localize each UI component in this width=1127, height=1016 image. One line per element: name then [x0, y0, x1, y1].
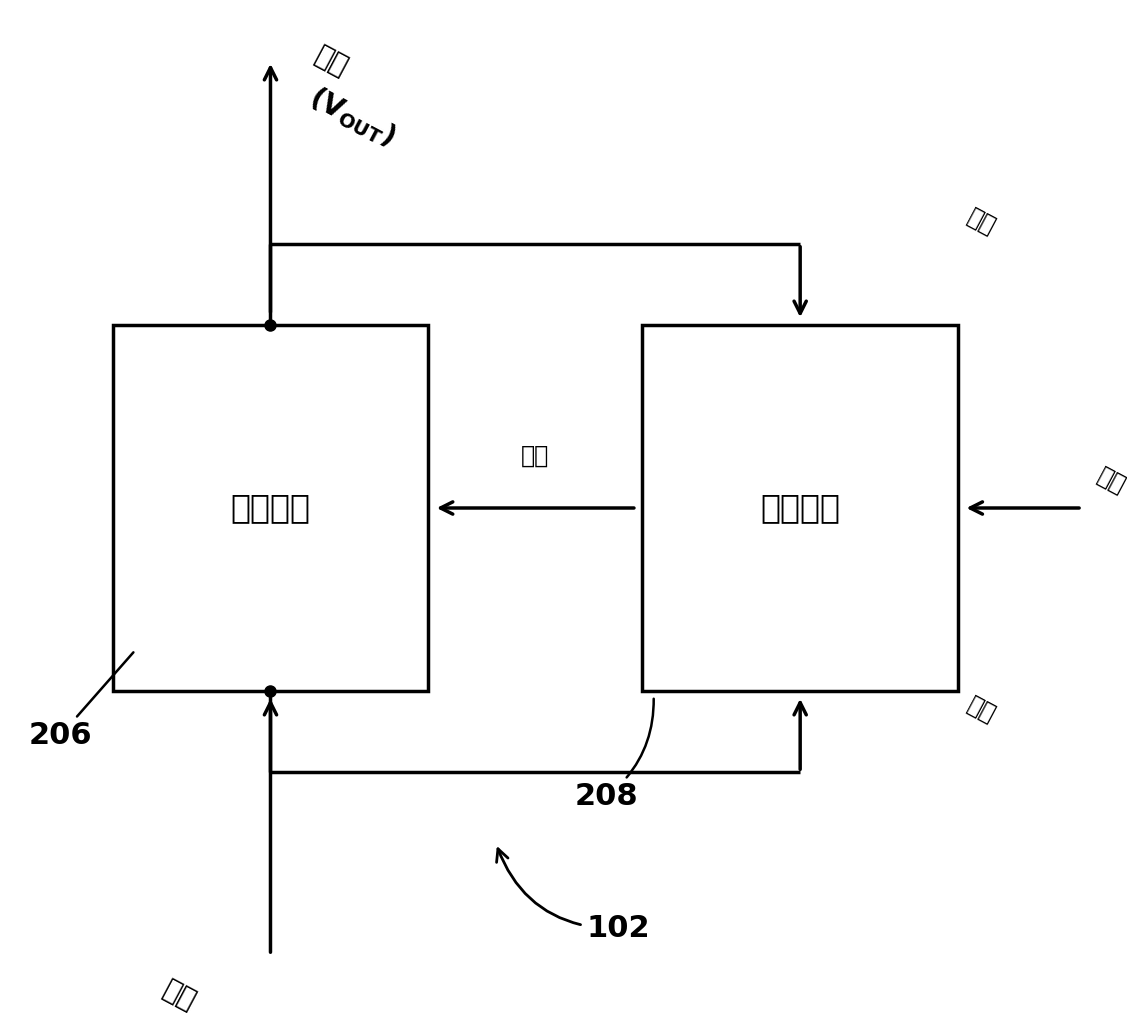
Text: 反馈: 反馈 [964, 204, 1000, 239]
Text: 输出: 输出 [310, 41, 353, 81]
Text: 控制电路: 控制电路 [761, 492, 840, 524]
Text: 102: 102 [497, 848, 649, 944]
Bar [113, 325, 428, 691]
Text: 208: 208 [575, 699, 654, 812]
Text: 参考: 参考 [1093, 463, 1127, 498]
Text: 控制: 控制 [521, 443, 550, 467]
Text: 输入: 输入 [158, 975, 201, 1016]
Text: 电力电路: 电力电路 [231, 492, 310, 524]
Text: 前馈: 前馈 [964, 692, 1000, 726]
Text: 206: 206 [28, 652, 133, 751]
Text: ($\mathbf{V}_{\mathbf{OUT}}$): ($\mathbf{V}_{\mathbf{OUT}}$) [304, 81, 401, 152]
Bar [642, 325, 958, 691]
